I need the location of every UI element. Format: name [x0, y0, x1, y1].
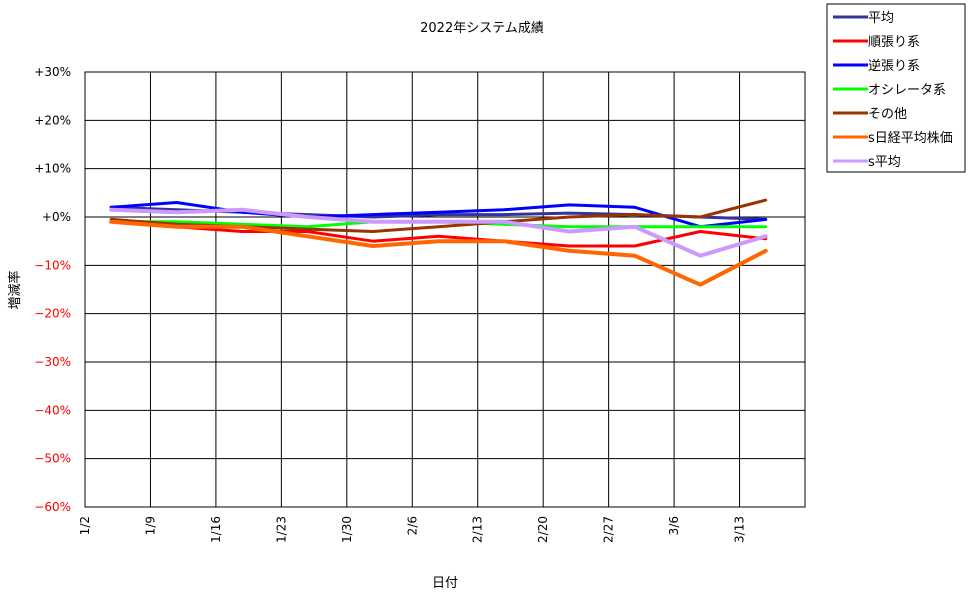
x-tick-label: 2/6: [405, 516, 419, 535]
x-tick-label: 3/6: [667, 516, 681, 535]
y-tick-labels: +30% +20% +10% +0% −10% −20% −30% −40% −50% −60%: [34, 65, 71, 514]
y-tick-label: −60%: [34, 500, 71, 514]
series-line-1: [109, 220, 768, 248]
legend-label: オシレータ系: [868, 83, 946, 98]
x-tick-label: 1/23: [274, 516, 288, 543]
chart-title: 2022年システム成績: [420, 21, 544, 36]
x-tick-label: 1/30: [340, 516, 354, 543]
plot-area: [84, 71, 806, 508]
x-tick-labels: 1/2 1/9 1/16 1/23 1/30 2/6 2/13 2/20 2/27 3/6 3/13: [78, 516, 747, 543]
legend-label: s平均: [868, 155, 901, 170]
y-tick-label: −10%: [34, 258, 71, 272]
legend-label: s日経平均株価: [868, 131, 953, 146]
y-axis-label: 増減率: [7, 270, 23, 309]
y-tick-label: +20%: [34, 113, 71, 127]
series-line-5: [109, 219, 768, 287]
x-tick-label: 1/16: [209, 516, 223, 543]
y-tick-label: +30%: [34, 65, 71, 79]
x-tick-label: 1/9: [143, 516, 157, 535]
x-tick-label: 2/27: [602, 516, 616, 543]
y-tick-label: −30%: [34, 355, 71, 369]
y-tick-label: +0%: [42, 210, 71, 224]
x-axis-label: 日付: [432, 576, 458, 591]
legend-label: 平均: [868, 11, 894, 26]
y-tick-label: −50%: [34, 452, 71, 466]
x-tick-label: 3/13: [733, 516, 747, 543]
x-tick-label: 2/13: [471, 516, 485, 543]
y-tick-label: −20%: [34, 307, 71, 321]
x-tick-label: 2/20: [536, 516, 550, 543]
series-layer: [109, 198, 768, 287]
grid: [85, 71, 805, 508]
y-tick-label: −40%: [34, 403, 71, 417]
legend-label: 逆張り系: [868, 58, 920, 74]
legend-label: 順張り系: [868, 35, 920, 50]
legend-label: その他: [868, 107, 907, 122]
series-line-6: [109, 207, 768, 258]
y-tick-label: +10%: [34, 162, 71, 176]
x-tick-label: 1/2: [78, 516, 92, 535]
